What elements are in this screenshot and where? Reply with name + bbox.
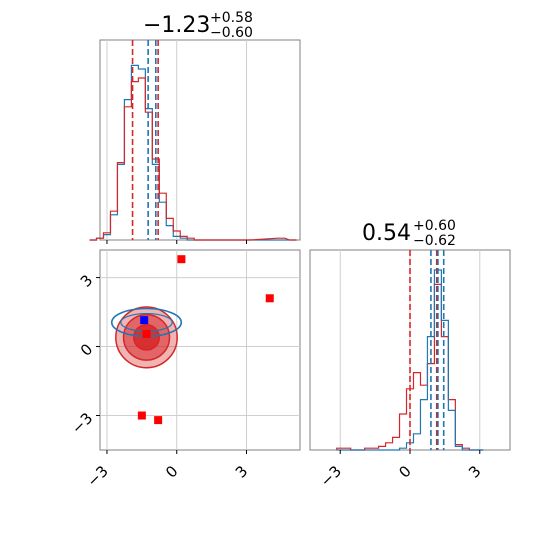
joint-x-ticks: −3 0 3 [83,450,251,490]
top-left-title: −1.23 +0.58 −0.60 [143,10,253,41]
joint-y-ticks: 3 0 −3 [68,271,100,438]
y-marginal-x-tick-label: 3 [465,462,484,481]
x-marginal-hist-blue [89,64,297,241]
joint-grid [100,250,300,450]
y-marginal-x-tick-label: −3 [317,462,345,490]
right-title: 0.54 +0.60 −0.62 [362,218,456,249]
joint-marker-blue [140,316,149,325]
y-marginal-quantiles [409,250,445,450]
right-title-main: 0.54 [362,221,411,246]
x-marginal-quantiles [106,40,248,244]
joint-markers [137,255,274,425]
joint-marker-red [137,411,146,420]
joint-frame [99,249,301,451]
x-marginal-grid [106,40,248,240]
y-marginal-panel: −3 0 3 [309,249,511,490]
joint-panel: −3 0 3 3 0 −3 [68,249,301,490]
y-marginal-hist [336,269,484,451]
title-sub: −0.60 [210,25,253,41]
joint-y-tick-label: −3 [68,409,96,437]
y-marginal-histograms [336,269,484,451]
right-title-sup: +0.60 [413,218,456,234]
x-marginal-histograms [89,64,297,241]
joint-marker-red [177,255,186,264]
y-marginal-x-tick-label: 0 [395,462,414,481]
right-title-sub: −0.62 [413,233,456,249]
title-sup: +0.58 [210,10,253,26]
title-main: −1.23 [143,13,210,38]
joint-x-tick-label: 0 [162,462,181,481]
x-marginal-panel [89,39,301,244]
x-marginal-hist-red [89,77,297,241]
joint-x-tick-label: 3 [232,462,251,481]
x-marginal-frame [99,39,301,241]
joint-y-tick-label: 0 [77,340,96,359]
y-marginal-x-ticks: −3 0 3 [317,450,485,490]
joint-marker-red [265,294,274,303]
joint-y-tick-label: 3 [77,271,96,290]
joint-marker-red [142,329,151,338]
joint-x-tick-label: −3 [83,462,111,490]
joint-marker-red [154,416,163,425]
